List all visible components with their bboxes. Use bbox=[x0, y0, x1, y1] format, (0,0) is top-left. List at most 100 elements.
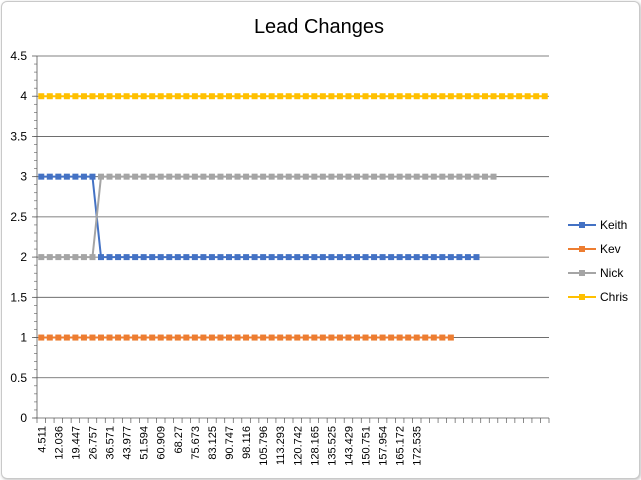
data-point-chris bbox=[430, 93, 437, 100]
data-point-kev bbox=[439, 334, 446, 341]
data-point-nick bbox=[174, 173, 181, 180]
x-tick-label: 19.447 bbox=[70, 426, 82, 460]
data-point-kev bbox=[63, 334, 70, 341]
data-point-chris bbox=[200, 93, 207, 100]
data-point-keith bbox=[413, 254, 420, 261]
data-point-keith bbox=[260, 254, 267, 261]
data-point-kev bbox=[251, 334, 258, 341]
data-point-keith bbox=[200, 254, 207, 261]
data-point-chris bbox=[379, 93, 386, 100]
data-point-keith bbox=[464, 254, 471, 261]
data-point-keith bbox=[98, 254, 104, 261]
chart-title: Lead Changes bbox=[254, 16, 384, 38]
x-tick-label: 143.429 bbox=[343, 426, 355, 466]
data-point-nick bbox=[251, 173, 258, 180]
series-line-keith bbox=[41, 175, 477, 259]
data-point-nick bbox=[422, 173, 429, 180]
x-tick-label: 113.293 bbox=[275, 426, 287, 465]
data-point-nick bbox=[132, 173, 139, 180]
data-point-chris bbox=[55, 93, 62, 100]
legend: Keith Kev Nick Chris bbox=[568, 218, 628, 304]
data-point-nick bbox=[38, 254, 45, 261]
legend-marker-kev bbox=[579, 246, 585, 252]
data-point-nick bbox=[413, 173, 420, 180]
data-point-nick bbox=[285, 173, 292, 180]
y-tick-label: 3 bbox=[20, 170, 27, 184]
legend-marker-keith bbox=[579, 222, 585, 228]
data-point-kev bbox=[140, 334, 147, 341]
data-point-kev bbox=[149, 334, 156, 341]
data-point-kev bbox=[243, 334, 250, 341]
data-point-chris bbox=[311, 93, 318, 100]
legend-label-kev: Kev bbox=[600, 242, 621, 256]
data-point-nick bbox=[302, 173, 309, 180]
x-tick-label: 75.673 bbox=[190, 426, 202, 460]
y-tick-label: 2 bbox=[20, 250, 27, 264]
data-point-chris bbox=[260, 93, 267, 100]
x-tick-label: 157.954 bbox=[378, 426, 390, 466]
data-point-chris bbox=[63, 93, 70, 100]
y-tick-label: 1 bbox=[20, 331, 27, 345]
data-point-kev bbox=[166, 334, 173, 341]
data-point-keith bbox=[234, 254, 241, 261]
data-point-keith bbox=[396, 254, 403, 261]
x-tick-label: 12.036 bbox=[53, 426, 65, 460]
data-point-kev bbox=[345, 334, 352, 341]
data-point-keith bbox=[336, 254, 343, 261]
data-point-kev bbox=[268, 334, 275, 341]
y-tick-label: 4 bbox=[20, 89, 27, 103]
data-point-nick bbox=[46, 254, 53, 261]
x-tick-label: 105.796 bbox=[258, 426, 270, 466]
data-point-keith bbox=[149, 254, 156, 261]
legend-label-chris: Chris bbox=[600, 290, 628, 304]
data-point-keith bbox=[251, 254, 258, 261]
data-point-chris bbox=[507, 93, 514, 100]
x-tick-label: 128.165 bbox=[309, 426, 321, 466]
data-point-nick bbox=[106, 173, 113, 180]
data-point-chris bbox=[345, 93, 352, 100]
x-tick-label: 83.125 bbox=[207, 426, 219, 460]
data-point-keith bbox=[38, 173, 45, 180]
data-point-kev bbox=[362, 334, 369, 341]
data-point-nick bbox=[89, 254, 96, 261]
data-point-kev bbox=[174, 334, 181, 341]
data-point-nick bbox=[191, 173, 198, 180]
data-point-kev bbox=[226, 334, 232, 341]
data-point-chris bbox=[72, 93, 79, 100]
y-tick-label: 3.5 bbox=[10, 129, 27, 143]
data-point-chris bbox=[80, 93, 87, 100]
data-point-nick bbox=[149, 173, 156, 180]
data-point-keith bbox=[72, 173, 79, 180]
data-point-chris bbox=[123, 93, 130, 100]
data-point-nick bbox=[430, 173, 437, 180]
data-point-kev bbox=[371, 334, 378, 341]
x-tick-label: 172.535 bbox=[412, 426, 424, 466]
x-tick-label: 165.172 bbox=[395, 426, 407, 466]
data-point-nick bbox=[63, 254, 70, 261]
data-point-chris bbox=[499, 93, 506, 100]
data-point-nick bbox=[140, 173, 147, 180]
data-point-kev bbox=[217, 334, 224, 341]
data-point-keith bbox=[302, 254, 309, 261]
data-point-chris bbox=[473, 93, 480, 100]
data-point-keith bbox=[157, 254, 164, 261]
data-point-keith bbox=[63, 173, 70, 180]
data-point-kev bbox=[260, 334, 267, 341]
data-point-kev bbox=[430, 334, 437, 341]
y-axis: 0 0.5 1 1.5 2 2.5 3 3.5 4 4.5 bbox=[10, 49, 38, 425]
data-point-keith bbox=[456, 254, 463, 261]
data-point-kev bbox=[38, 334, 45, 341]
data-point-chris bbox=[533, 93, 540, 100]
data-point-nick bbox=[157, 173, 164, 180]
y-tick-label: 1.5 bbox=[10, 290, 27, 304]
data-point-keith bbox=[226, 254, 232, 261]
data-point-kev bbox=[336, 334, 343, 341]
data-point-kev bbox=[115, 334, 122, 341]
data-point-keith bbox=[174, 254, 181, 261]
data-point-keith bbox=[140, 254, 147, 261]
data-point-kev bbox=[191, 334, 198, 341]
data-point-nick bbox=[243, 173, 250, 180]
data-point-chris bbox=[447, 93, 454, 100]
data-point-nick bbox=[439, 173, 446, 180]
data-point-kev bbox=[396, 334, 403, 341]
